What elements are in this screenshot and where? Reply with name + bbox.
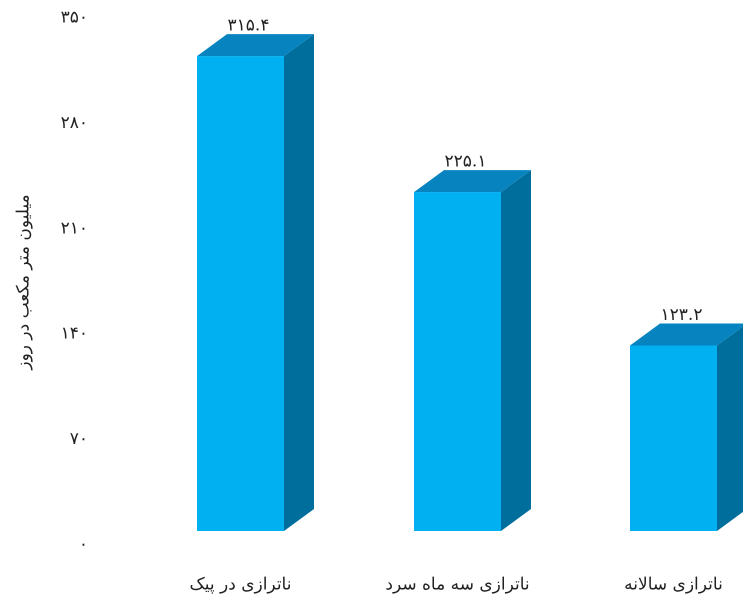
x-tick-label: ناترازی سالانه	[624, 575, 723, 595]
y-tick-label: ۷۰	[70, 429, 88, 449]
y-tick-label: ۲۱۰	[61, 218, 88, 238]
bar-side	[501, 170, 531, 531]
y-tick-label: ۳۵۰	[61, 8, 88, 28]
bar	[630, 345, 717, 531]
bar-top	[197, 34, 314, 57]
bar	[197, 56, 284, 531]
bar-top	[630, 323, 743, 346]
x-tick-label: ناترازی سه ماه سرد	[385, 575, 529, 595]
x-tick-label: ناترازی در پیک	[190, 575, 292, 595]
value-label: ۲۲۵.۱	[445, 152, 487, 172]
value-label: ۳۱۵.۴	[228, 16, 270, 36]
y-tick-label: ۱۴۰	[61, 324, 88, 344]
y-axis-title: میلیون متر مکعب در روز	[14, 194, 34, 370]
bar-top	[414, 170, 531, 193]
bar-side	[284, 34, 314, 531]
bar-side	[717, 326, 743, 531]
bar	[414, 192, 501, 531]
y-tick-label: ۰	[79, 535, 88, 555]
y-tick-label: ۲۸۰	[61, 113, 88, 133]
value-label: ۱۲۳.۲	[661, 305, 703, 325]
